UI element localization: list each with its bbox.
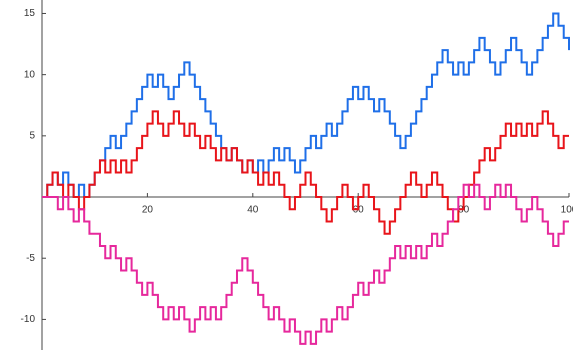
x-tick-label: 40 — [247, 205, 259, 216]
step-line — [42, 12, 570, 199]
y-tick-label: 15 — [24, 8, 36, 19]
step-line — [42, 110, 569, 235]
y-tick-label: 10 — [24, 69, 36, 80]
x-tick-label: 100 — [561, 205, 573, 216]
y-tick-label: -5 — [26, 253, 35, 264]
step-line — [42, 183, 569, 345]
y-tick-label: 5 — [29, 130, 35, 141]
x-tick-label: 20 — [142, 205, 154, 216]
y-tick-label: -10 — [21, 314, 36, 325]
